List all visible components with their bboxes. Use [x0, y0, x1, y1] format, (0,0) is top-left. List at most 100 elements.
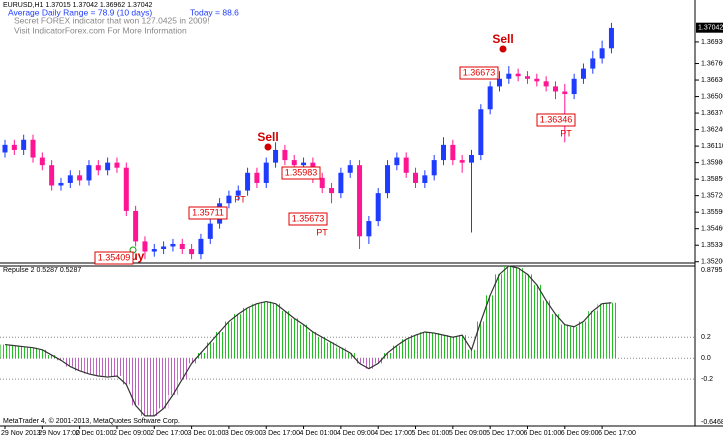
candle-body [226, 195, 232, 204]
candle-body [496, 78, 502, 87]
last-price-box [696, 22, 723, 33]
candle-body [608, 27, 614, 49]
candle-body [329, 188, 335, 194]
price-box [536, 113, 576, 127]
histogram-bar [457, 335, 467, 359]
histogram-bar [550, 314, 561, 359]
candle-body [198, 238, 204, 255]
symbol-line: EURUSD,H1 1.37015 1.37042 1.36962 1.3704… [3, 2, 153, 9]
y-tick-label: 1.35200 [701, 259, 723, 266]
adr: Average Daily Range = 78.9 (10 days) [8, 7, 152, 17]
candle-body [142, 241, 148, 252]
candle-body [478, 109, 484, 156]
candle-body [11, 144, 17, 150]
candle-body [179, 243, 185, 250]
histogram-bar [532, 284, 542, 359]
x-tick-label: 2 Dec 01:00 [76, 430, 114, 437]
candle-body [291, 160, 297, 166]
histogram-bar [466, 349, 477, 359]
x-tick-label: 3 Dec 01:00 [188, 430, 226, 437]
histogram-bar [578, 321, 589, 359]
price-label: 1.35711 [192, 207, 224, 217]
histogram-bar [420, 331, 430, 359]
price-box [188, 206, 228, 220]
histogram-bar [187, 358, 197, 364]
histogram-bar [504, 266, 514, 359]
histogram-bar [75, 358, 85, 371]
histogram-bar [569, 326, 579, 359]
histogram-bar [354, 358, 365, 364]
candle-body [67, 175, 73, 183]
x-tick-label: 29 Nov 17:00 [38, 430, 80, 437]
histogram-bar [345, 352, 355, 359]
price-label: 1.35409 [98, 252, 131, 262]
candle-body [394, 157, 400, 166]
y-tick-label: 1.35720 [701, 193, 723, 200]
y-tick-label: 1.36370 [701, 110, 723, 117]
histogram-bar [93, 358, 104, 377]
candle-body [282, 149, 288, 161]
histogram-bar [317, 337, 327, 359]
candle-body [441, 144, 447, 161]
x-tick-label: 2 Dec 17:00 [150, 430, 188, 437]
candle-body [123, 167, 129, 211]
candle-body [95, 165, 101, 171]
candle-body [506, 73, 512, 79]
histogram-bar [485, 295, 495, 359]
histogram-bar [448, 337, 458, 359]
y-tick-label: 1.35850 [701, 176, 723, 183]
x-tick-label: 6 Dec 01:00 [523, 430, 561, 437]
y-tick-label: -0.6468 [701, 419, 723, 426]
histogram-bar [541, 300, 551, 359]
candle-body [590, 58, 596, 69]
y-tick-label: 1.35330 [701, 242, 723, 249]
histogram-bar [214, 331, 225, 359]
candle-body [105, 162, 111, 171]
y-tick-label: 1.36500 [701, 93, 723, 100]
candle-body [207, 223, 213, 239]
histogram-bar [606, 302, 617, 359]
y-tick-label: 0.2 [701, 334, 711, 341]
histogram-bar [494, 274, 505, 359]
x-tick-label: 5 Dec 09:00 [449, 430, 487, 437]
candle-body [469, 155, 474, 163]
histogram-bar [233, 314, 243, 359]
candle-body [385, 165, 391, 194]
candle-body [161, 246, 167, 250]
price-box [281, 166, 321, 180]
x-tick-label: 6 Dec 09:00 [561, 430, 599, 437]
sell-label: Sell [257, 130, 278, 144]
price-label: 1.36673 [463, 67, 496, 77]
candle-body [30, 139, 36, 158]
histogram-bar [84, 358, 94, 374]
histogram-bar [19, 346, 29, 359]
candle-body [459, 160, 465, 163]
candle-body [543, 81, 549, 87]
x-tick-label: 3 Dec 17:00 [262, 430, 300, 437]
repulse-line [4, 265, 612, 417]
histogram-bar [196, 352, 206, 359]
x-tick-label: 29 Nov 2013 [1, 430, 41, 437]
candle-body [413, 172, 419, 183]
y-tick-label: 1.36630 [701, 77, 723, 84]
candle-body [39, 157, 45, 166]
histogram-bar [270, 303, 281, 359]
candle-body [21, 139, 27, 150]
candle-body [487, 86, 493, 110]
candle-body [580, 68, 586, 79]
histogram-bar [326, 342, 337, 359]
price-box [94, 251, 134, 265]
y-tick-label: 1.36240 [701, 126, 723, 133]
histogram-bar [168, 358, 178, 395]
adr-today: Today = 88.6 [190, 7, 239, 17]
y-tick-label: 1.35590 [701, 209, 723, 216]
histogram-bar [28, 347, 38, 359]
x-tick-label: 4 Dec 01:00 [300, 430, 338, 437]
histogram-bar [401, 339, 411, 359]
histogram-bar [149, 358, 160, 416]
histogram-bar [336, 347, 346, 359]
candle-body [403, 157, 409, 173]
histogram-bar [289, 318, 299, 359]
candle-body [151, 249, 157, 252]
footer: MetaTrader 4, © 2001-2013, MetaQuotes So… [3, 417, 180, 425]
